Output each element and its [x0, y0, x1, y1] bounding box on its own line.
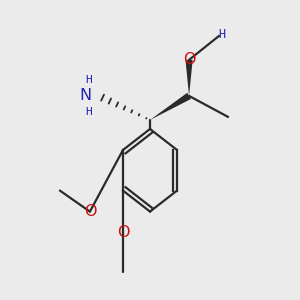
- Text: O: O: [183, 52, 195, 68]
- Text: H: H: [218, 28, 225, 41]
- Text: N: N: [79, 88, 92, 104]
- Polygon shape: [150, 93, 191, 120]
- Text: H: H: [85, 106, 92, 116]
- Polygon shape: [185, 60, 193, 96]
- Text: O: O: [117, 225, 129, 240]
- Text: O: O: [84, 204, 96, 219]
- Text: H: H: [85, 75, 92, 85]
